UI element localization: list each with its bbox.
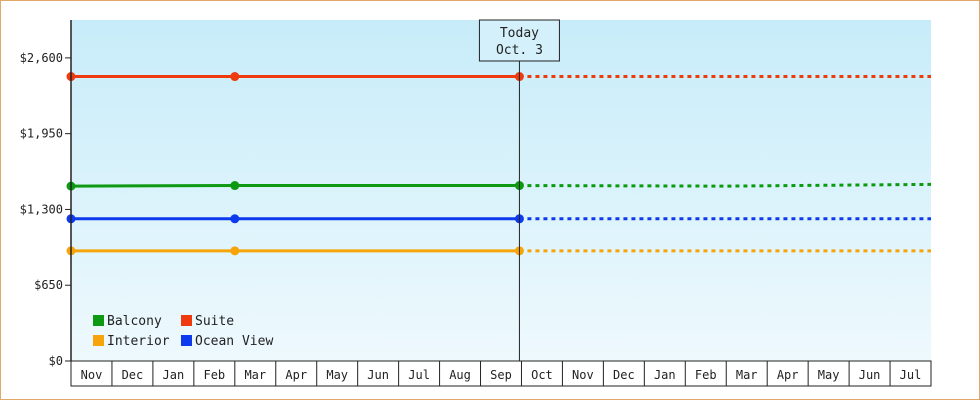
y-tick-label: $0 [49,354,63,368]
series-line-balcony [70,184,520,188]
x-tick-label: Oct [531,368,553,382]
legend-swatch [93,315,104,326]
x-tick-label: Jul [900,368,922,382]
legend-label: Balcony [107,314,162,329]
x-tick-label: Aug [449,368,471,382]
data-point[interactable] [230,72,240,82]
legend-swatch [93,335,104,346]
legend-swatch [181,315,192,326]
x-axis-box [70,360,932,387]
legend-label: Interior [107,334,170,349]
plot-area [71,20,931,361]
x-tick-label: Nov [81,368,103,382]
y-tick-label: $650 [34,278,63,292]
x-tick-label: Feb [695,368,717,382]
data-point[interactable] [230,246,240,256]
today-box [478,19,560,62]
x-tick-label: Mar [736,368,758,382]
today-date: Oct. 3 [496,43,543,58]
x-tick-label: May [326,368,348,382]
x-tick-label: Feb [203,368,225,382]
legend-swatch [181,335,192,346]
x-tick-label: Dec [122,368,144,382]
x-tick-label: Jun [859,368,881,382]
x-tick-label: Nov [572,368,594,382]
legend-label: Ocean View [195,334,273,349]
x-tick-label: Mar [244,368,266,382]
x-tick-label: Jun [367,368,389,382]
x-tick-label: Sep [490,368,512,382]
data-point[interactable] [230,214,240,224]
legend-label: Suite [195,314,234,329]
x-tick-label: May [818,368,840,382]
x-tick-label: Jan [654,368,676,382]
y-tick-label: $2,600 [20,51,63,65]
x-tick-label: Jul [408,368,430,382]
today-label: Today [500,26,539,41]
y-tick-label: $1,300 [20,202,63,216]
x-tick-label: Apr [285,368,307,382]
x-tick-label: Apr [777,368,799,382]
x-tick-label: Dec [613,368,635,382]
y-tick-label: $1,950 [20,127,63,141]
x-tick-label: Jan [163,368,185,382]
data-point[interactable] [230,181,240,191]
